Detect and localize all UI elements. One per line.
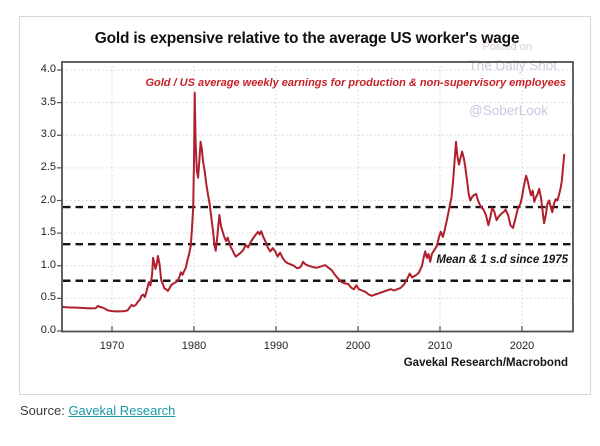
y-tick-label: 4.0 bbox=[40, 63, 56, 75]
y-tick-label: 1.0 bbox=[40, 258, 56, 271]
x-tick-label: 1970 bbox=[99, 340, 125, 352]
source-row: Source: Gavekal Research bbox=[20, 403, 175, 418]
x-tick-label: 2010 bbox=[427, 340, 453, 352]
y-tick-label: 0.0 bbox=[40, 324, 56, 336]
y-tick-label: 1.5 bbox=[40, 226, 56, 239]
x-tick-label: 1980 bbox=[181, 340, 207, 352]
series-label: Gold / US average weekly earnings for pr… bbox=[145, 77, 566, 89]
mean-sd-annotation: Mean & 1 s.d since 1975 bbox=[436, 254, 568, 266]
source-link[interactable]: Gavekal Research bbox=[68, 403, 176, 418]
x-tick-label: 2000 bbox=[345, 340, 371, 352]
chart-title: Gold is expensive relative to the averag… bbox=[94, 30, 520, 47]
watermark-posted-on: Posted on bbox=[482, 41, 532, 53]
y-tick-label: 3.5 bbox=[40, 95, 56, 108]
x-tick-label: 1990 bbox=[263, 340, 289, 352]
y-tick-label: 2.0 bbox=[40, 193, 56, 206]
y-tick-label: 2.5 bbox=[40, 160, 56, 173]
watermark-soberlook: @SoberLook bbox=[468, 103, 548, 118]
source-label: Source: bbox=[20, 403, 65, 418]
data-credit: Gavekal Research/Macrobond bbox=[403, 357, 568, 369]
gold-wage-ratio-line bbox=[61, 91, 566, 313]
y-tick-label: 0.5 bbox=[40, 291, 56, 304]
plot-border bbox=[61, 61, 574, 333]
x-tick-label: 2020 bbox=[509, 340, 535, 352]
y-tick-label: 3.0 bbox=[40, 128, 56, 141]
